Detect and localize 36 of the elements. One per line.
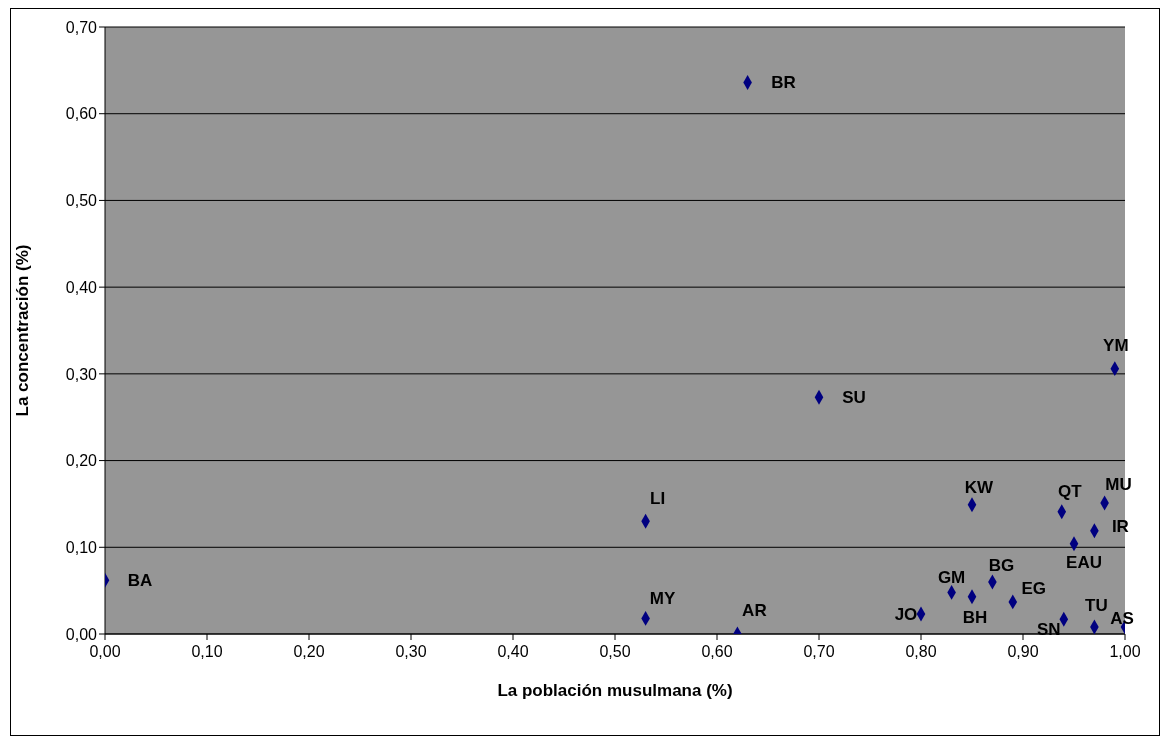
- annotation: KW: [964, 478, 995, 498]
- annotation: AR: [742, 600, 767, 620]
- x-tick-label: 0,70: [803, 643, 835, 661]
- annotation: JO: [894, 604, 918, 624]
- x-tick-label: 0,40: [497, 643, 529, 661]
- annotation: MY: [649, 588, 677, 608]
- x-tick-label: 0,50: [599, 643, 631, 661]
- x-tick-label: 0,30: [395, 643, 427, 661]
- annotation: TU: [1085, 595, 1108, 615]
- x-tick-label: 0,20: [293, 643, 325, 661]
- annotation: BA: [127, 570, 153, 590]
- y-tick-label: 0,30: [65, 365, 98, 383]
- x-tick-label: 0,60: [701, 643, 733, 661]
- y-tick-label: 0,10: [65, 538, 98, 556]
- y-tick-label: 0,20: [65, 452, 98, 470]
- y-tick-label: 0,60: [65, 105, 98, 123]
- y-tick-label: 0,70: [65, 18, 98, 36]
- y-axis-title: La concentración (%): [13, 244, 33, 417]
- annotation: EG: [1021, 579, 1047, 599]
- annotation: BH: [962, 608, 988, 628]
- annotation: LI: [650, 488, 666, 508]
- x-tick-label: 0,80: [905, 643, 937, 661]
- x-tick-label: 0,90: [1007, 643, 1039, 661]
- x-tick-label: 0,10: [191, 643, 223, 661]
- annotation: GM: [937, 567, 966, 587]
- y-tick-label: 0,50: [65, 192, 98, 210]
- annotation: QT: [1057, 482, 1083, 502]
- annotation: BR: [771, 73, 796, 92]
- x-tick-label: 1,00: [1109, 643, 1141, 661]
- x-axis-title: La población musulmana (%): [497, 681, 733, 701]
- y-tick-label: 0,40: [65, 278, 98, 296]
- annotation: SU: [842, 387, 866, 407]
- x-tick-label: 0,00: [89, 643, 121, 661]
- annotation: BG: [988, 556, 1015, 576]
- y-tick-label: 0,00: [65, 625, 98, 643]
- annotation: EAU: [1066, 553, 1102, 573]
